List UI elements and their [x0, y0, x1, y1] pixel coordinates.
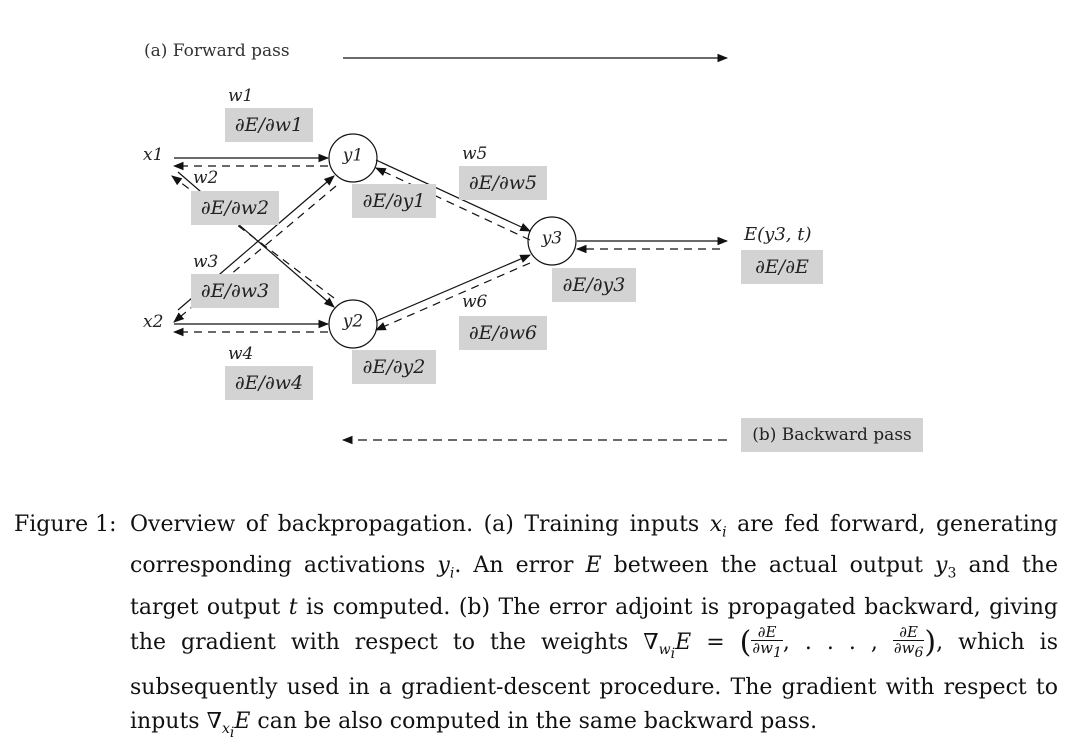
caption-text-4: between the actual output — [601, 553, 936, 579]
gradient-box-w4: ∂E/∂w4 — [225, 366, 313, 400]
weight-w4-label: w4 — [228, 344, 254, 364]
gradient-box-y2: ∂E/∂y2 — [352, 350, 436, 384]
gradient-box-w2: ∂E/∂w2 — [191, 191, 279, 225]
output-error-label: E(y3, t) — [744, 224, 812, 245]
node-y3 — [527, 216, 577, 266]
node-y2-label: y2 — [342, 311, 364, 332]
caption-text-1: Overview of backpropagation. (a) Trainin… — [130, 512, 710, 537]
gradient-box-y3: ∂E/∂y3 — [552, 268, 636, 302]
weight-w2-label: w2 — [193, 168, 219, 188]
node-y1-label: y1 — [342, 145, 364, 166]
input-x2-label: x2 — [143, 312, 164, 332]
caption-text-3: . An error — [454, 553, 586, 579]
gradient-box-y1: ∂E/∂y1 — [352, 184, 436, 218]
gradient-box-w3: ∂E/∂w3 — [191, 274, 279, 308]
weight-w3-label: w3 — [193, 252, 219, 272]
caption-head: Figure 1: — [14, 512, 117, 537]
caption-text-2: are fed forward, generating correspondin… — [130, 512, 1058, 579]
edge-w6-forward — [375, 254, 531, 322]
weight-w5-label: w5 — [462, 144, 488, 164]
gradient-box-output: ∂E/∂E — [741, 250, 823, 284]
figure-caption: Figure 1: Overview of backpropagation. (… — [14, 508, 1058, 750]
backward-pass-label: (b) Backward pass — [741, 418, 923, 452]
edge-w5-forward — [375, 159, 531, 232]
weight-w6-label: w6 — [462, 292, 488, 312]
caption-text-8: can be also computed in the same backwar… — [250, 708, 818, 734]
gradient-box-w1: ∂E/∂w1 — [225, 108, 313, 142]
weight-w1-label: w1 — [228, 86, 254, 106]
gradient-box-w6: ∂E/∂w6 — [459, 316, 547, 350]
caption-text-5: and the target output — [130, 553, 1058, 620]
node-y3-label: y3 — [541, 228, 563, 249]
edge-w5-backward — [375, 167, 531, 241]
edge-w3-backward — [173, 185, 337, 323]
caption-text-7: , which is subsequently used in a gradie… — [130, 629, 1058, 734]
caption-body: Overview of backpropagation. (a) Trainin… — [130, 512, 1058, 742]
input-x1-label: x1 — [143, 145, 164, 165]
gradient-box-w5: ∂E/∂w5 — [459, 166, 547, 200]
caption-text-6: is computed. (b) The error adjoint is pr… — [130, 594, 1058, 655]
forward-pass-label: (a) Forward pass — [144, 41, 290, 61]
